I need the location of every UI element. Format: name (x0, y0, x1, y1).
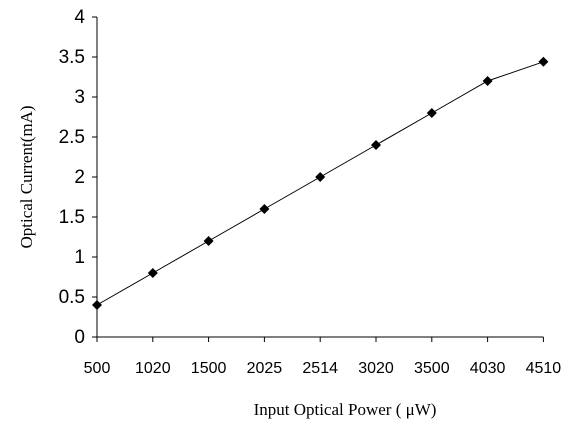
y-tick-label: 1.5 (59, 207, 85, 228)
data-point-marker (259, 204, 270, 214)
data-point-marker (147, 268, 158, 278)
y-tick-label: 3 (74, 87, 85, 108)
x-tick-label: 4030 (470, 360, 506, 377)
x-tick-label: 3020 (358, 360, 394, 377)
data-point-marker (538, 56, 549, 67)
x-tick-label: 2514 (302, 360, 338, 377)
x-tick-label: 1500 (191, 360, 227, 377)
data-point-marker (92, 300, 102, 310)
x-tick-label: 1020 (135, 360, 171, 377)
x-axis-ticks: 500 1020 1500 2025 2514 3020 3500 4030 4510 (84, 337, 562, 377)
y-tick-label: 2 (74, 167, 85, 188)
series (92, 56, 549, 310)
data-point-marker (203, 236, 214, 246)
y-tick-label: 0.5 (59, 287, 85, 308)
y-tick-label: 4 (74, 7, 85, 28)
x-tick-label: 4510 (526, 360, 562, 377)
x-tick-label: 500 (84, 360, 111, 377)
data-point-marker (426, 108, 437, 118)
series-line (96, 61, 544, 306)
x-tick-label: 3500 (414, 360, 450, 377)
data-point-marker (482, 76, 493, 86)
data-point-marker (371, 140, 381, 150)
y-axis-title: Optical Current(mA) (17, 105, 36, 248)
y-axis-ticks: 0 0.5 1 1.5 2 2.5 3 3.5 4 (59, 7, 97, 348)
data-point-marker (315, 172, 326, 182)
x-tick-label: 2025 (247, 360, 283, 377)
y-tick-label: 0 (74, 327, 85, 348)
y-tick-label: 1 (74, 247, 85, 268)
x-axis-title: Input Optical Power ( μW) (254, 400, 437, 419)
y-tick-label: 3.5 (59, 47, 85, 68)
y-tick-label: 2.5 (59, 127, 85, 148)
